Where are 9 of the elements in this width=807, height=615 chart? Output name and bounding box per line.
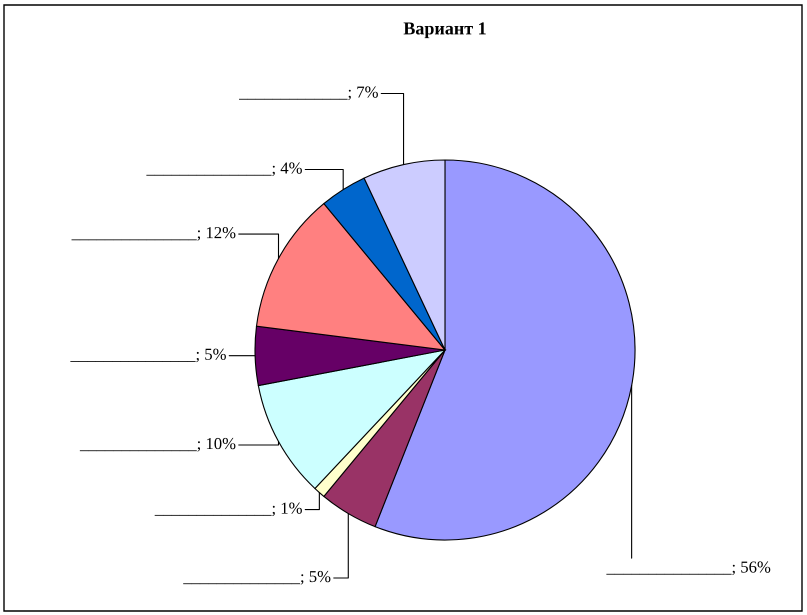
slice-label: _______________; 12%: [72, 227, 236, 241]
slice-label: ______________; 10%: [80, 438, 236, 452]
chart-title: Вариант 1: [404, 22, 486, 38]
slice-label: _______________; 5%: [70, 348, 226, 362]
slice-label: _____________; 7%: [239, 86, 378, 100]
slice-label: ______________; 5%: [183, 570, 330, 585]
slice-label: ______________; 1%: [154, 502, 302, 516]
slice-label: _______________; 56%: [606, 561, 770, 576]
slice-label: _______________; 4%: [146, 162, 302, 176]
